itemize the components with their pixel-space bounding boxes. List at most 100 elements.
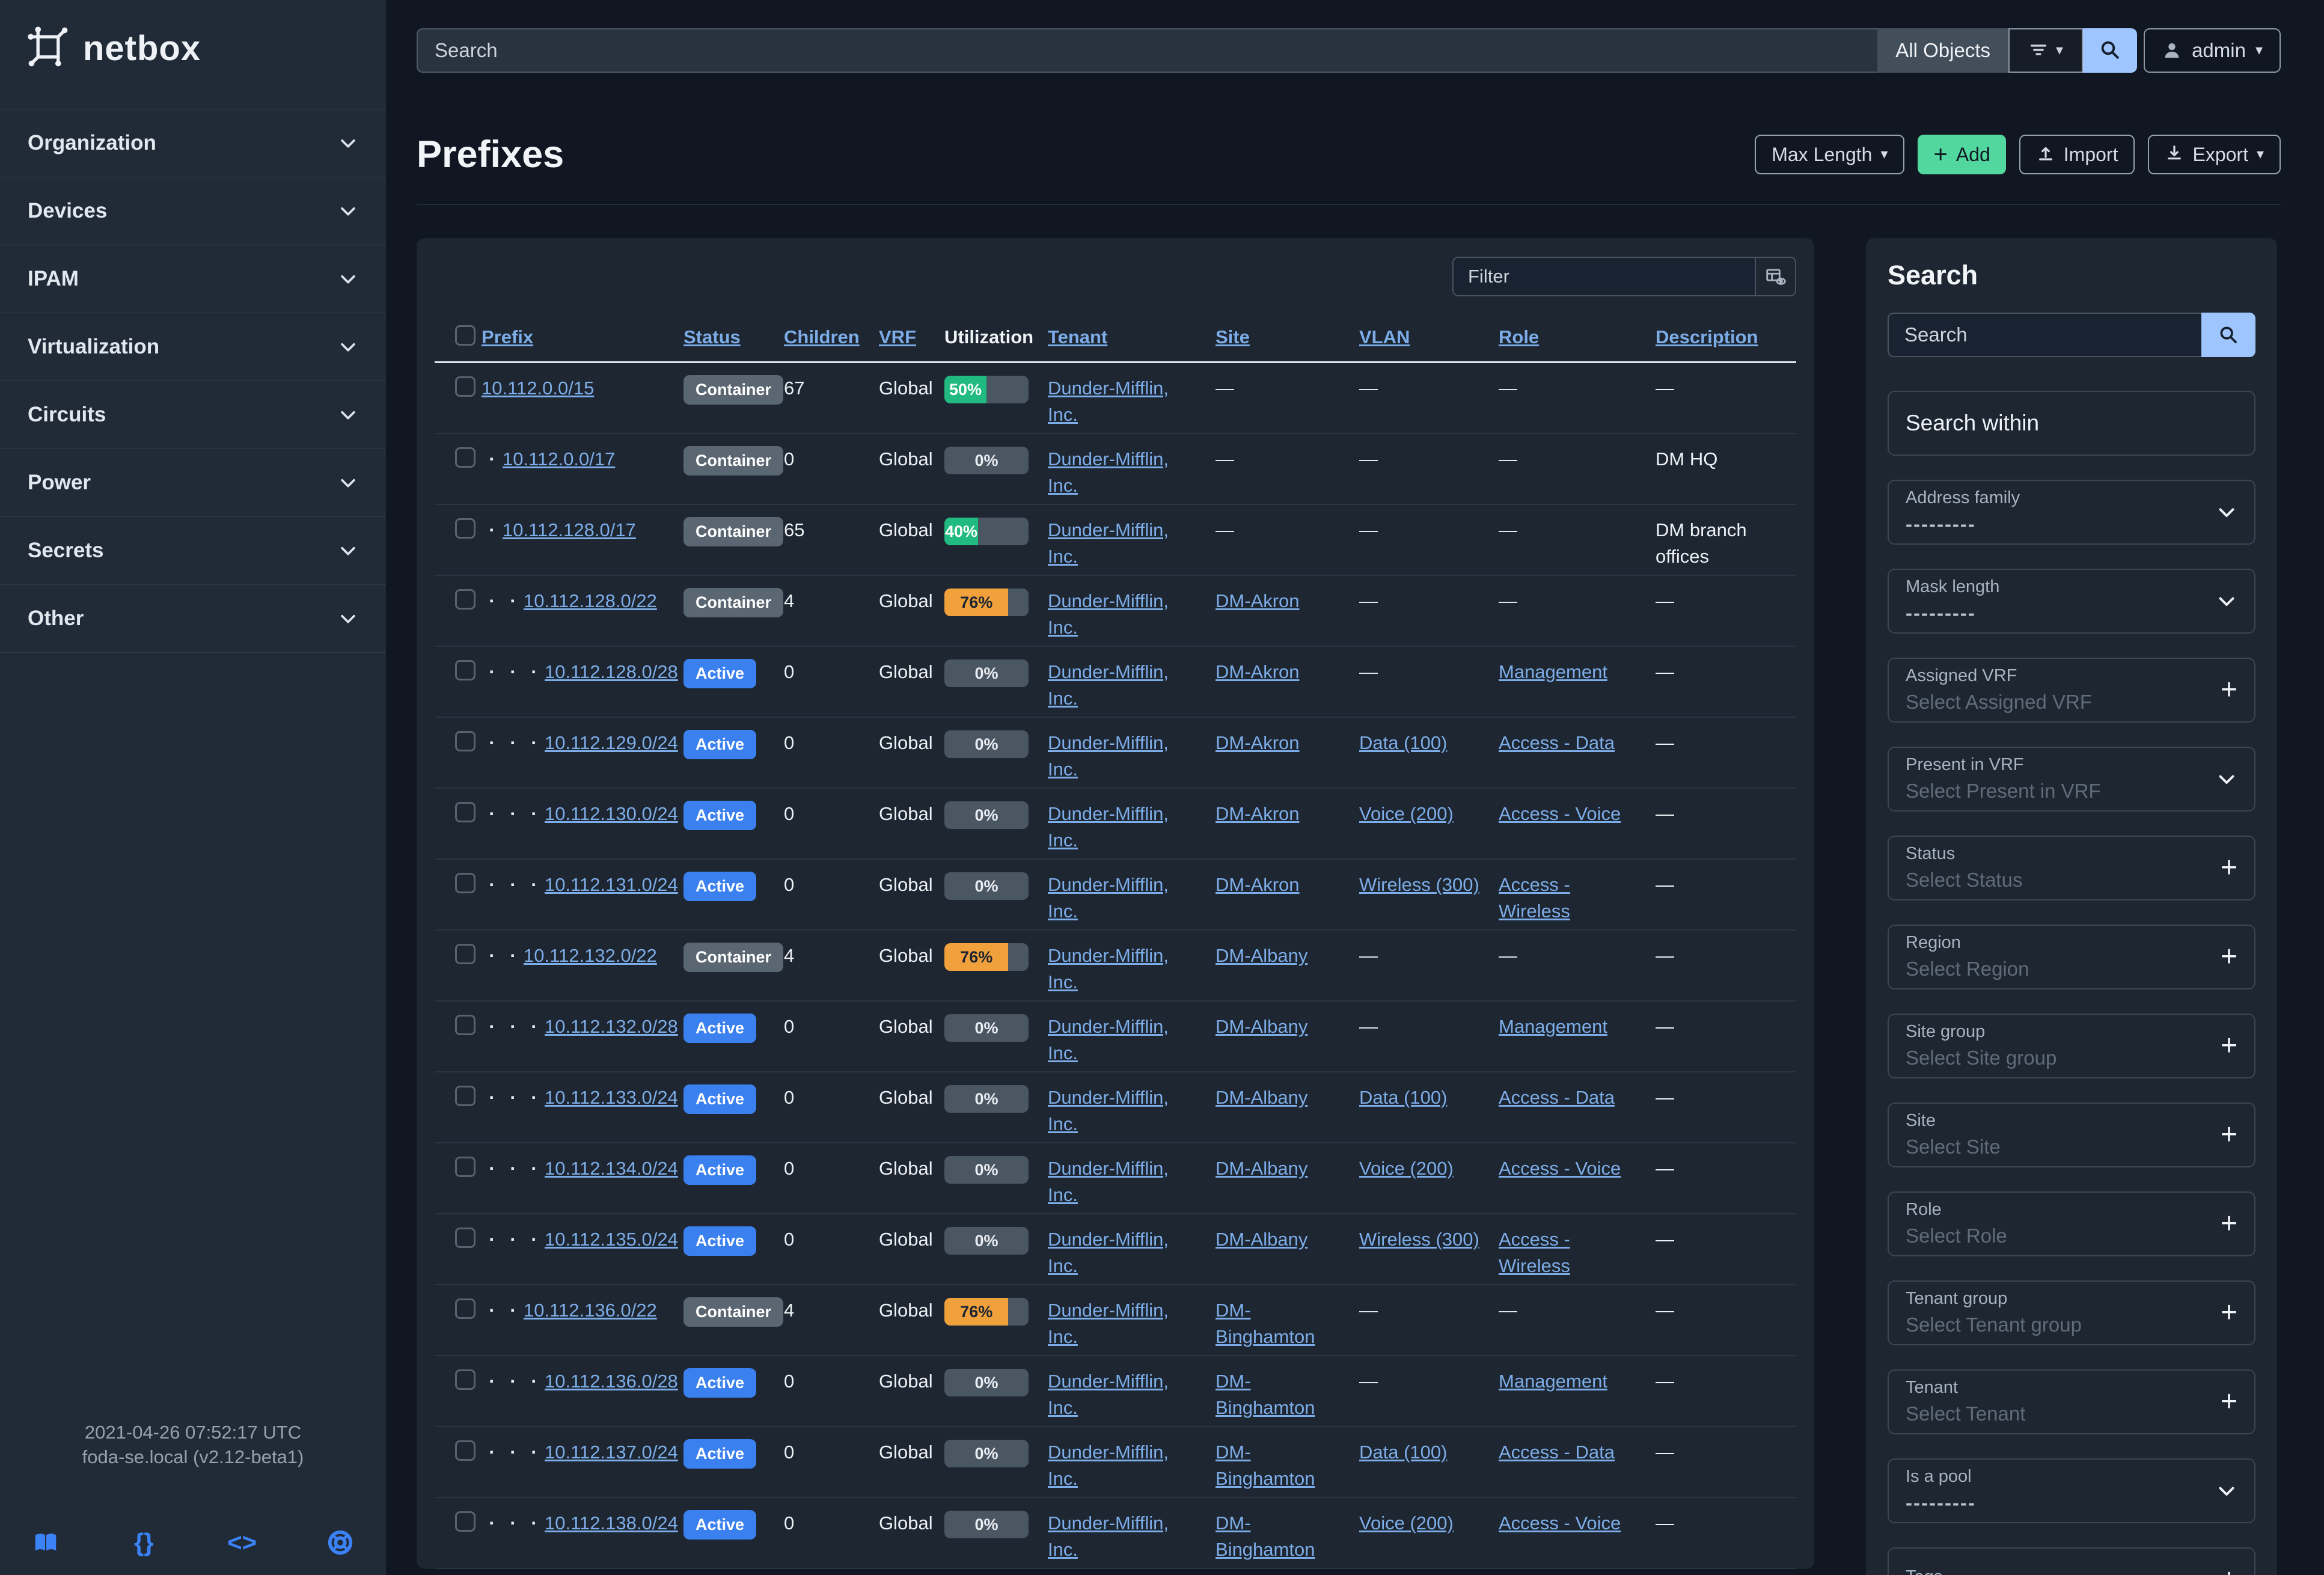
column-sort-vrf[interactable]: VRF — [879, 326, 916, 347]
site-link[interactable]: DM-Binghamton — [1216, 1300, 1315, 1347]
column-sort-site[interactable]: Site — [1216, 326, 1250, 347]
prefix-link[interactable]: 10.112.138.0/24 — [545, 1512, 678, 1534]
role-link[interactable]: Access - Data — [1499, 1087, 1615, 1108]
site-link[interactable]: DM-Albany — [1216, 945, 1308, 966]
role-link[interactable]: Access - Voice — [1499, 1512, 1621, 1534]
column-sort-status[interactable]: Status — [683, 326, 741, 347]
filter-field-mask-length[interactable]: Mask length --------- — [1888, 569, 2255, 634]
role-link[interactable]: Access - Data — [1499, 1442, 1615, 1463]
prefix-link[interactable]: 10.112.132.0/22 — [524, 945, 657, 966]
prefix-link[interactable]: 10.112.133.0/24 — [545, 1087, 678, 1108]
panel-search-input[interactable] — [1888, 313, 2201, 357]
filter-field-is-a-pool[interactable]: Is a pool --------- — [1888, 1458, 2255, 1523]
plus-icon[interactable]: + — [2220, 1030, 2237, 1062]
role-link[interactable]: Access - Wireless — [1499, 1229, 1570, 1276]
panel-search-button[interactable] — [2201, 313, 2255, 357]
row-checkbox[interactable] — [455, 660, 476, 680]
filter-field-address-family[interactable]: Address family --------- — [1888, 480, 2255, 545]
plus-icon[interactable]: + — [2220, 852, 2237, 884]
row-checkbox[interactable] — [455, 944, 476, 964]
site-link[interactable]: DM-Albany — [1216, 1016, 1308, 1037]
code-icon[interactable]: <> — [227, 1528, 257, 1556]
table-filter-input[interactable] — [1452, 257, 1755, 296]
sidebar-item-virtualization[interactable]: Virtualization — [0, 313, 386, 381]
filter-field-assigned-vrf[interactable]: Assigned VRF Select Assigned VRF + — [1888, 658, 2255, 723]
tenant-link[interactable]: Dunder-Mifflin, Inc. — [1048, 1016, 1169, 1063]
row-checkbox[interactable] — [455, 1015, 476, 1035]
site-link[interactable]: DM-Akron — [1216, 661, 1300, 682]
search-filter-dropdown[interactable]: ▾ — [2008, 28, 2083, 73]
filter-field-present-in-vrf[interactable]: Present in VRF Select Present in VRF — [1888, 747, 2255, 812]
max-length-button[interactable]: Max Length ▾ — [1755, 135, 1905, 174]
chevron-down-icon[interactable] — [2216, 590, 2237, 612]
row-checkbox[interactable] — [455, 1298, 476, 1319]
export-button[interactable]: Export ▾ — [2148, 135, 2281, 174]
prefix-link[interactable]: 10.112.131.0/24 — [545, 874, 678, 895]
tenant-link[interactable]: Dunder-Mifflin, Inc. — [1048, 1158, 1169, 1205]
row-checkbox[interactable] — [455, 1157, 476, 1177]
site-link[interactable]: DM-Albany — [1216, 1087, 1308, 1108]
prefix-link[interactable]: 10.112.132.0/28 — [545, 1016, 678, 1037]
search-within-field[interactable]: Search within — [1888, 391, 2255, 456]
vlan-link[interactable]: Voice (200) — [1359, 1512, 1454, 1534]
tenant-link[interactable]: Dunder-Mifflin, Inc. — [1048, 448, 1169, 496]
help-lifering-icon[interactable] — [325, 1527, 356, 1558]
filter-field-tenant[interactable]: Tenant Select Tenant + — [1888, 1369, 2255, 1434]
site-link[interactable]: DM-Binghamton — [1216, 1371, 1315, 1418]
import-button[interactable]: Import — [2019, 135, 2135, 174]
tenant-link[interactable]: Dunder-Mifflin, Inc. — [1048, 1442, 1169, 1489]
search-scope-selector[interactable]: All Objects — [1877, 28, 2008, 73]
role-link[interactable]: Access - Voice — [1499, 1158, 1621, 1179]
site-link[interactable]: DM-Binghamton — [1216, 1442, 1315, 1489]
chevron-down-icon[interactable] — [2216, 501, 2237, 523]
row-checkbox[interactable] — [455, 873, 476, 893]
filter-field-region[interactable]: Region Select Region + — [1888, 925, 2255, 989]
sidebar-item-organization[interactable]: Organization — [0, 109, 386, 177]
filter-field-site-group[interactable]: Site group Select Site group + — [1888, 1014, 2255, 1078]
chevron-down-icon[interactable] — [2216, 1480, 2237, 1502]
sidebar-item-devices[interactable]: Devices — [0, 177, 386, 245]
user-menu-button[interactable]: admin ▾ — [2144, 28, 2281, 73]
plus-icon[interactable]: + — [2220, 1386, 2237, 1418]
sidebar-item-power[interactable]: Power — [0, 449, 386, 517]
plus-icon[interactable]: + — [2220, 1208, 2237, 1240]
column-sort-children[interactable]: Children — [784, 326, 860, 347]
prefix-link[interactable]: 10.112.128.0/17 — [503, 519, 636, 540]
prefix-link[interactable]: 10.112.0.0/17 — [503, 448, 616, 469]
select-all-checkbox[interactable] — [455, 325, 476, 346]
prefix-link[interactable]: 10.112.130.0/24 — [545, 803, 678, 824]
prefix-link[interactable]: 10.112.134.0/24 — [545, 1158, 678, 1179]
tenant-link[interactable]: Dunder-Mifflin, Inc. — [1048, 1371, 1169, 1418]
row-checkbox[interactable] — [455, 447, 476, 468]
site-link[interactable]: DM-Binghamton — [1216, 1512, 1315, 1560]
prefix-link[interactable]: 10.112.136.0/28 — [545, 1371, 678, 1392]
sidebar-item-ipam[interactable]: IPAM — [0, 245, 386, 313]
row-checkbox[interactable] — [455, 1440, 476, 1461]
sidebar-item-other[interactable]: Other — [0, 585, 386, 653]
vlan-link[interactable]: Data (100) — [1359, 1442, 1448, 1463]
row-checkbox[interactable] — [455, 1511, 476, 1532]
role-link[interactable]: Management — [1499, 1016, 1607, 1037]
row-checkbox[interactable] — [455, 1086, 476, 1106]
filter-field-site[interactable]: Site Select Site + — [1888, 1102, 2255, 1167]
site-link[interactable]: DM-Albany — [1216, 1229, 1308, 1250]
column-sort-tenant[interactable]: Tenant — [1048, 326, 1108, 347]
site-link[interactable]: DM-Albany — [1216, 1158, 1308, 1179]
plus-icon[interactable]: + — [2221, 1565, 2237, 1575]
filter-field-tenant-group[interactable]: Tenant group Select Tenant group + — [1888, 1280, 2255, 1345]
column-sort-vlan[interactable]: VLAN — [1359, 326, 1410, 347]
filter-field-tags[interactable]: Tags + — [1888, 1547, 2255, 1575]
tenant-link[interactable]: Dunder-Mifflin, Inc. — [1048, 874, 1169, 922]
prefix-link[interactable]: 10.112.135.0/24 — [545, 1229, 678, 1250]
vlan-link[interactable]: Voice (200) — [1359, 803, 1454, 824]
filter-field-status[interactable]: Status Select Status + — [1888, 836, 2255, 901]
row-checkbox[interactable] — [455, 1228, 476, 1248]
docs-book-icon[interactable] — [30, 1527, 61, 1558]
plus-icon[interactable]: + — [2220, 941, 2237, 973]
plus-icon[interactable]: + — [2220, 1297, 2237, 1329]
tenant-link[interactable]: Dunder-Mifflin, Inc. — [1048, 732, 1169, 780]
row-checkbox[interactable] — [455, 376, 476, 397]
site-link[interactable]: DM-Akron — [1216, 590, 1300, 611]
tenant-link[interactable]: Dunder-Mifflin, Inc. — [1048, 590, 1169, 638]
prefix-link[interactable]: 10.112.128.0/22 — [524, 590, 657, 611]
